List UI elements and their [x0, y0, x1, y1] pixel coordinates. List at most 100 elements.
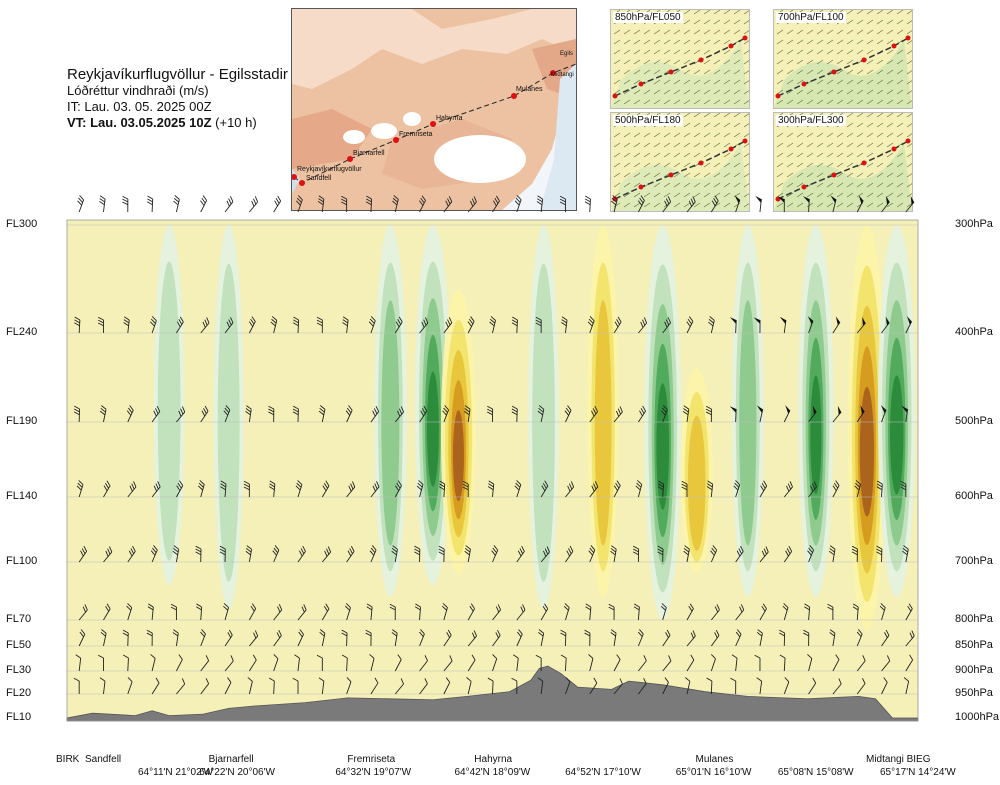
wind-barb — [297, 629, 304, 647]
wind-barb — [99, 405, 107, 423]
issue-time: IT: Lau. 03. 05. 2025 00Z — [67, 99, 212, 114]
wind-barb — [270, 316, 278, 334]
pressure-level-label: 900hPa — [955, 664, 993, 676]
flight-level-label: FL190 — [6, 415, 38, 427]
waypoint-name: Bjarnarfell — [208, 754, 254, 765]
plot-background — [67, 220, 918, 721]
wind-barb — [783, 677, 790, 695]
wind-barb — [394, 654, 402, 672]
wind-barb — [852, 603, 859, 621]
wind-barb — [633, 545, 640, 563]
wind-barb — [587, 316, 595, 334]
wind-barb — [808, 677, 817, 695]
waypoint-coordinate: 64°32'N 19°07'W — [335, 767, 412, 778]
wind-barb — [294, 654, 300, 672]
wind-barb — [224, 677, 232, 695]
wind-barb — [389, 603, 396, 621]
wind-barb — [511, 316, 518, 334]
wind-barb — [438, 480, 446, 498]
map-label-hahyrna: Hahyrna — [436, 115, 463, 122]
wind-barb — [492, 629, 501, 647]
wind-barb — [122, 195, 129, 213]
wind-barb — [682, 405, 690, 423]
wind-barb — [146, 629, 153, 647]
wind-barb — [881, 655, 891, 672]
wind-barb — [876, 480, 883, 498]
wind-barb — [881, 677, 888, 695]
wind-barb — [662, 317, 671, 334]
wind-barb — [735, 545, 744, 563]
vertical-motion-column — [680, 368, 713, 574]
wind-barb — [394, 480, 402, 498]
wind-barb — [638, 655, 647, 672]
wind-barb — [272, 545, 280, 563]
wind-barb — [99, 677, 106, 695]
wind-barb — [903, 677, 910, 695]
wind-barb — [492, 604, 502, 621]
wind-barb — [127, 545, 136, 563]
minimap-graphic — [611, 113, 749, 211]
wind-barb — [248, 316, 256, 334]
wind-barb — [176, 654, 183, 672]
wind-barb — [635, 480, 643, 498]
wind-barb — [76, 480, 84, 498]
wind-barb — [394, 678, 404, 695]
pressure-level-label: 800hPa — [955, 613, 993, 625]
wind-barb — [710, 545, 718, 563]
wind-barb — [247, 677, 253, 695]
map-label-reykjavik: Reykjavíkurflugvöllur — [297, 166, 362, 173]
waypoint-coordinate: 65°08'N 15°08'W — [777, 767, 854, 778]
wind-barb — [150, 654, 156, 672]
wind-barb — [856, 655, 866, 672]
wind-barb — [638, 317, 648, 334]
wind-barb — [905, 630, 915, 647]
wind-barb — [900, 480, 907, 498]
wind-barb — [613, 678, 623, 695]
wind-barb — [540, 546, 550, 563]
wind-barb — [442, 405, 450, 423]
pressure-level-label: 600hPa — [955, 490, 993, 502]
wind-barb — [514, 480, 522, 498]
wind-barb — [316, 654, 323, 672]
wind-barb — [538, 629, 545, 647]
wind-barb — [487, 677, 494, 695]
wind-barb — [633, 603, 640, 621]
wind-barb — [537, 405, 545, 423]
wind-barb — [856, 629, 863, 647]
wind-barb — [441, 603, 448, 621]
wind-barb — [706, 677, 713, 695]
wind-barb — [245, 405, 252, 423]
wind-barb — [467, 603, 475, 621]
vertical-motion-column — [440, 289, 477, 574]
vertical-motion-column — [731, 225, 764, 597]
wind-barb — [511, 405, 518, 423]
wind-barb — [466, 677, 472, 695]
wind-barb — [245, 545, 253, 563]
wind-barb — [686, 316, 694, 334]
minimap-850hpa: 850hPa/FL050 — [610, 9, 750, 109]
wind-barb — [318, 405, 326, 423]
wind-barb — [176, 480, 184, 498]
wind-barb — [200, 317, 210, 334]
wind-barb — [443, 655, 453, 672]
wind-barb — [540, 603, 549, 621]
wind-barb — [176, 678, 186, 695]
wind-barb — [200, 405, 209, 423]
wind-barb — [273, 654, 279, 672]
wind-barb — [706, 480, 714, 498]
waypoint-coordinate: 64°52'N 17°10'W — [565, 767, 641, 778]
wind-barb — [341, 654, 348, 672]
wind-barb — [297, 545, 306, 563]
wind-barb — [779, 316, 787, 334]
wind-barb — [176, 316, 184, 334]
vertical-motion-column — [528, 225, 559, 609]
map-label-midtangi: Midtangi — [551, 72, 574, 78]
wind-barb — [438, 545, 445, 563]
wind-barb — [200, 195, 208, 213]
wind-barb — [341, 629, 348, 647]
wind-barb — [170, 603, 177, 621]
wind-barb — [856, 678, 866, 695]
wind-barb — [147, 195, 154, 213]
wind-barb — [151, 677, 160, 695]
wind-barb — [608, 603, 615, 621]
